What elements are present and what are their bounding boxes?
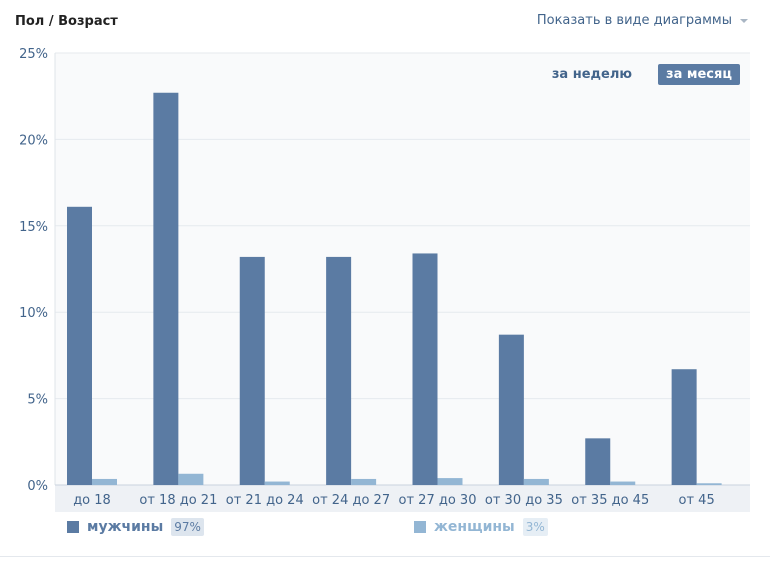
view-toggle-label: Показать в виде диаграммы (536, 13, 732, 28)
bar-women (523, 478, 549, 485)
period-week-button[interactable]: за неделю (551, 67, 633, 82)
y-tick-label: 25% (19, 47, 48, 62)
legend: мужчины 97% женщины 3% (0, 518, 770, 540)
bar-women (610, 481, 636, 485)
bar-men (498, 334, 524, 485)
bar-women (696, 483, 722, 485)
bottom-divider (0, 556, 770, 557)
chevron-down-icon (740, 18, 748, 23)
bar-women (178, 473, 204, 485)
x-tick-label: до 18 (73, 493, 111, 508)
bar-women (437, 478, 463, 485)
x-tick-label: от 18 до 21 (139, 493, 217, 508)
bar-men (585, 438, 611, 485)
bar-men (326, 256, 352, 485)
legend-percent-women: 3% (522, 518, 548, 536)
x-tick-label: от 24 до 27 (312, 493, 390, 508)
bar-chart: 0% 5% 10% 15% 20% 25% до 18 от 18 до 21 от 21 до… (19, 47, 750, 512)
bar-men (671, 369, 697, 485)
period-switch: за неделю за месяц (544, 64, 740, 85)
x-tick-label: от 21 до 24 (226, 493, 304, 508)
bar-men (153, 92, 179, 485)
y-tick-label: 0% (27, 479, 48, 494)
bar-women (351, 478, 377, 485)
legend-percent-men: 97% (171, 518, 204, 536)
y-tick-label: 5% (27, 393, 48, 408)
legend-label-men: мужчины (87, 519, 164, 535)
y-tick-label: 20% (19, 133, 48, 148)
x-tick-label: от 27 до 30 (399, 493, 477, 508)
legend-swatch-women (414, 521, 426, 533)
y-tick-label: 15% (19, 220, 48, 235)
bar-men (412, 253, 438, 485)
y-tick-label: 10% (19, 306, 48, 321)
legend-swatch-men (67, 521, 79, 533)
bar-men (239, 256, 265, 485)
legend-item-men[interactable]: мужчины 97% (67, 518, 204, 536)
period-month-button[interactable]: за месяц (658, 64, 740, 85)
bar-women (92, 478, 117, 485)
x-tick-label: от 35 до 45 (571, 493, 649, 508)
view-as-diagram-dropdown[interactable]: Показать в виде диаграммы (537, 13, 748, 28)
legend-label-women: женщины (434, 519, 515, 535)
x-axis-band (55, 485, 750, 512)
bar-men (67, 206, 92, 486)
x-tick-label: от 45 (679, 493, 715, 508)
x-tick-label: от 30 до 35 (485, 493, 563, 508)
legend-item-women[interactable]: женщины 3% (414, 518, 548, 536)
bar-women (264, 481, 290, 485)
page-title: Пол / Возраст (15, 14, 118, 29)
